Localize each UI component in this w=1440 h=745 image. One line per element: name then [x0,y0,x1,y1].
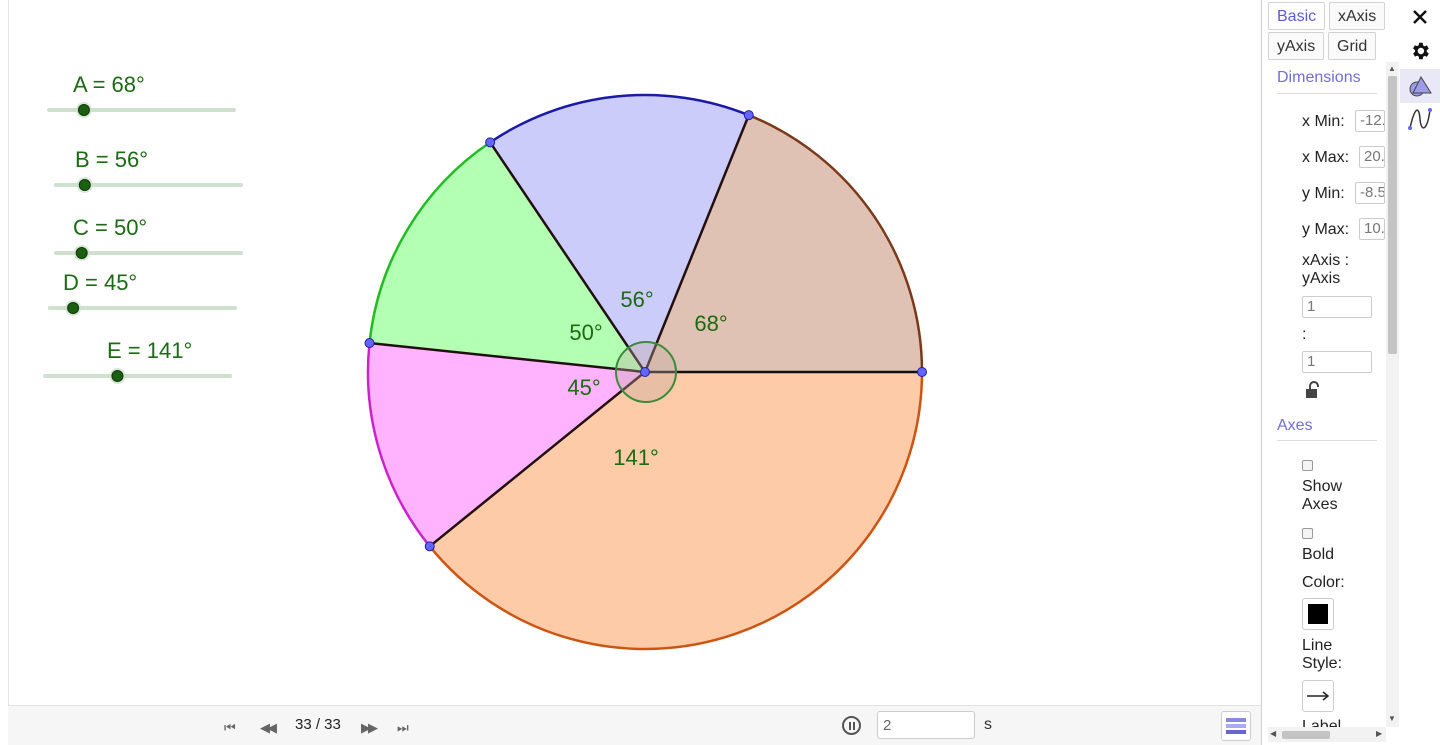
scroll-left-icon[interactable]: ◀ [1270,729,1277,738]
sector-0[interactable] [645,115,922,372]
sector-arc-1 [489,93,750,144]
boundary-point[interactable] [743,110,754,121]
close-icon[interactable] [1400,0,1440,34]
ymax-field[interactable]: 10. [1359,218,1385,240]
settings-panel: Basic xAxis yAxis Grid Dimensions x Min:… [1262,0,1400,745]
center-point[interactable] [640,367,650,377]
line-style-button[interactable] [1302,680,1334,712]
pause-button[interactable] [842,716,861,735]
ymax-label: y Max: [1302,221,1350,238]
ymin-label: y Min: [1302,185,1345,202]
next-step-button[interactable]: ▶▶ [361,720,378,735]
tab-basic[interactable]: Basic [1268,2,1326,30]
last-step-button[interactable]: ⏭ [397,720,409,735]
algebra-icon [1226,718,1246,722]
color-swatch [1308,604,1328,624]
sector-4[interactable] [429,372,922,649]
scroll-right-icon[interactable]: ▶ [1376,729,1383,738]
slider-knob[interactable] [75,247,88,259]
xmin-field[interactable]: -12. [1355,110,1385,132]
sector-label-0: 68° [694,311,727,336]
sector-arc-0 [748,114,924,373]
radius-line [428,371,646,548]
xmax-field[interactable]: 20. [1359,146,1385,168]
arrow-line-icon [1307,691,1330,701]
ymin-field[interactable]: -8.5 [1355,182,1385,204]
radius-line [643,114,750,373]
sector-3[interactable] [368,343,645,547]
pause-icon [848,721,855,730]
line-style-label: Line Style: [1302,637,1343,672]
bold-checkbox[interactable] [1302,528,1313,539]
bold-label: Bold [1302,546,1335,563]
axis-ratio-label: xAxis : yAxis [1302,252,1350,287]
panel-vertical-scrollbar[interactable]: ▲ ▼ [1386,62,1399,727]
ratio-x-field[interactable]: 1 [1302,296,1372,318]
xmin-label: x Min: [1302,113,1345,130]
vertical-scroll-thumb[interactable] [1388,76,1397,354]
panel-side-toolbar [1400,0,1440,745]
graphics-style-icon[interactable] [1400,69,1440,103]
lock-icon[interactable] [1305,381,1321,404]
scroll-up-icon[interactable]: ▲ [1388,64,1396,73]
slider-knob[interactable] [77,104,90,116]
previous-step-button[interactable]: ◀◀ [260,720,277,735]
sector-arc-3 [366,342,431,548]
slider-knob[interactable] [111,370,124,382]
sector-arc-4 [428,371,924,651]
boundary-point[interactable] [485,137,496,148]
ratio-separator: : [1302,326,1307,343]
color-label: Color: [1302,574,1345,591]
graphics-view[interactable]: 68° 56° 50° 45° 141° A = 68° B = 56° C = 50°… [0,0,1262,745]
gear-icon[interactable] [1400,34,1440,68]
panel-divider[interactable] [1261,0,1262,745]
slider-knob[interactable] [78,179,91,191]
pie-construction[interactable]: 68° 56° 50° 45° 141° [0,0,1262,705]
slider-d-label: D = 45° [63,270,138,295]
speed-unit: s [984,716,992,733]
color-picker-button[interactable] [1302,598,1334,630]
panel-horizontal-scrollbar[interactable]: ◀ ▶ [1268,727,1386,742]
sector-2[interactable] [369,142,645,372]
radius-line [369,341,646,374]
show-axes-checkbox[interactable] [1302,460,1313,471]
canvas-left-border [8,0,9,705]
radius-line [489,141,647,373]
algebra-toggle-button[interactable] [1221,711,1251,741]
step-counter: 33 / 33 [295,716,341,733]
show-axes-label: Show Axes [1302,478,1343,513]
sector-label-2: 50° [569,320,602,345]
sector-arc-2 [368,141,491,344]
boundary-point[interactable] [364,338,375,349]
sector-label-4: 141° [613,445,659,470]
boundary-point[interactable] [917,367,927,377]
tab-xaxis[interactable]: xAxis [1329,2,1386,30]
slider-e-label: E = 141° [107,338,193,363]
scroll-down-icon[interactable]: ▼ [1388,714,1396,723]
playback-bar: ⏮ ◀◀ 33 / 33 ▶▶ ⏭ s [8,705,1262,745]
slider-a-label: A = 68° [73,72,145,97]
boundary-point[interactable] [424,541,435,552]
sector-label-1: 56° [620,287,653,312]
axes-heading: Axes [1277,417,1313,434]
tab-grid[interactable]: Grid [1328,32,1377,60]
sector-1[interactable] [490,95,749,373]
slider-knob[interactable] [67,302,80,314]
sector-label-3: 45° [567,375,600,400]
ratio-y-field[interactable]: 1 [1302,351,1372,373]
axes-divider [1277,440,1377,441]
dimensions-heading: Dimensions [1277,69,1361,86]
dimensions-divider [1277,93,1377,94]
first-step-button[interactable]: ⏮ [224,720,236,735]
speed-input[interactable] [877,711,975,739]
slider-b-label: B = 56° [75,147,149,172]
xmax-label: x Max: [1302,149,1350,166]
slider-c-label: C = 50° [73,215,148,240]
algebra-curve-icon[interactable] [1400,102,1440,136]
horizontal-scroll-thumb[interactable] [1282,731,1330,739]
tab-yaxis[interactable]: yAxis [1268,32,1325,60]
